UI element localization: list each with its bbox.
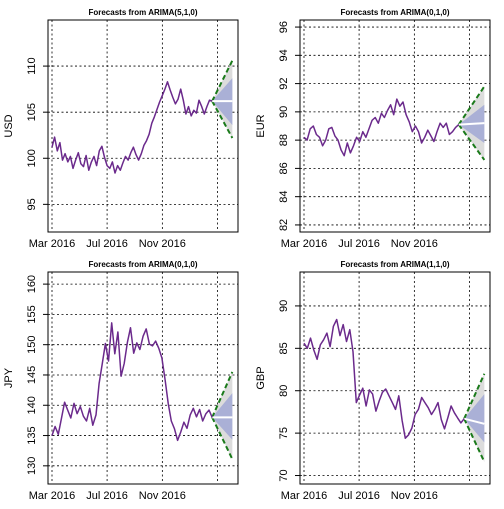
x-tick-label: Nov 2016 — [391, 238, 438, 250]
x-tick-label: Nov 2016 — [139, 490, 186, 502]
y-tick-label: 130 — [26, 457, 38, 475]
grid-lines — [300, 20, 490, 232]
chart-title: Forecasts from ARIMA(0,1,0) — [88, 260, 197, 269]
y-tick-label: 135 — [26, 426, 38, 444]
forecast-band-80 — [464, 394, 485, 443]
x-tick-label: Mar 2016 — [281, 238, 327, 250]
x-tick-label: Jul 2016 — [86, 490, 128, 502]
y-tick-label: 90 — [278, 300, 290, 312]
x-tick-label: Mar 2016 — [29, 490, 75, 502]
forecast-mean-line — [463, 417, 485, 425]
x-tick-label: Mar 2016 — [281, 490, 327, 502]
forecast-lower-bound — [211, 100, 234, 139]
chart-title: Forecasts from ARIMA(0,1,0) — [340, 8, 449, 17]
y-tick-label: 94 — [278, 49, 290, 61]
x-tick-label: Jul 2016 — [338, 490, 380, 502]
series-line-eur — [303, 98, 460, 157]
grid-lines — [48, 272, 238, 484]
y-tick-label: 95 — [26, 198, 38, 210]
y-tick-label: 75 — [278, 427, 290, 439]
y-tick-label: 80 — [278, 385, 290, 397]
chart-panel-jpy: Forecasts from ARIMA(0,1,0) 130 135 140 145 1… — [3, 260, 239, 502]
grid-lines — [300, 272, 490, 484]
y-tick-label: 92 — [278, 77, 290, 89]
chart-title: Forecasts from ARIMA(1,1,0) — [340, 260, 449, 269]
plot-frame — [47, 19, 239, 233]
y-tick-label: 105 — [26, 103, 38, 121]
forecast-mean-line — [458, 122, 485, 126]
y-tick-label: 85 — [278, 342, 290, 354]
y-tick-label: 70 — [278, 469, 290, 481]
x-tick-label: Nov 2016 — [391, 490, 438, 502]
y-tick-label: 90 — [278, 106, 290, 118]
y-tick-label: 84 — [278, 191, 290, 203]
x-tick-label: Jul 2016 — [86, 238, 128, 250]
y-tick-label: 110 — [26, 57, 38, 75]
forecast-upper-bound — [211, 371, 234, 418]
y-tick-label: 145 — [26, 366, 38, 384]
y-axis-label: JPY — [3, 367, 15, 388]
y-tick-label: 82 — [278, 219, 290, 231]
x-tick-label: Mar 2016 — [29, 238, 75, 250]
series-line-gbp — [303, 318, 465, 439]
y-tick-label: 100 — [26, 149, 38, 167]
grid-lines — [48, 20, 238, 232]
plot-frame — [299, 19, 491, 233]
x-tick-label: Jul 2016 — [338, 238, 380, 250]
chart-title: Forecasts from ARIMA(5,1,0) — [88, 8, 197, 17]
chart-panel-gbp: Forecasts from ARIMA(1,1,0) 70 75 80 85 90 GBP… — [255, 260, 491, 502]
chart-panel-usd: Forecasts from ARIMA(5,1,0) 95 100 105 110 US… — [3, 8, 239, 250]
forecast-lower-bound — [457, 123, 486, 161]
plot-frame — [47, 271, 239, 485]
y-axis-label: GBP — [255, 366, 267, 389]
y-tick-label: 140 — [26, 396, 38, 414]
y-axis-label: USD — [3, 114, 15, 137]
series-line-jpy — [51, 322, 213, 442]
y-tick-label: 96 — [278, 21, 290, 33]
series-line-usd — [51, 81, 213, 174]
plot-frame — [299, 271, 491, 485]
x-tick-label: Nov 2016 — [139, 238, 186, 250]
y-tick-label: 150 — [26, 336, 38, 354]
y-tick-label: 155 — [26, 305, 38, 323]
y-axis-label: EUR — [255, 114, 267, 137]
y-tick-label: 88 — [278, 134, 290, 146]
forecast-upper-bound — [463, 373, 486, 420]
y-tick-label: 160 — [26, 275, 38, 293]
y-tick-label: 86 — [278, 162, 290, 174]
chart-panel-eur: Forecasts from ARIMA(0,1,0) 82 84 86 88 90 92 9… — [255, 8, 491, 250]
